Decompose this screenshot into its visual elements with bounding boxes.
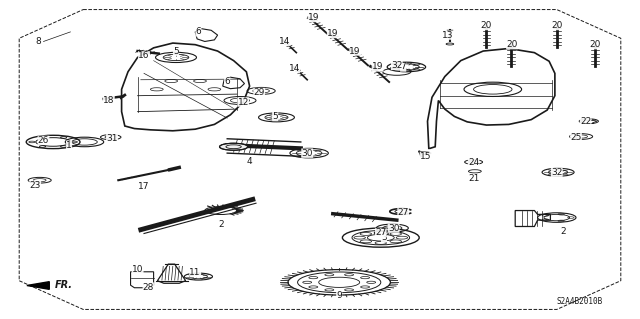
Text: 29: 29 — [253, 88, 265, 97]
Text: FR.: FR. — [54, 280, 72, 290]
Text: 14: 14 — [279, 37, 291, 46]
Text: 4: 4 — [247, 157, 252, 166]
Polygon shape — [27, 282, 49, 289]
Text: 22: 22 — [580, 117, 591, 126]
Text: 19: 19 — [349, 47, 361, 56]
Text: 5: 5 — [173, 47, 179, 56]
Text: 3: 3 — [381, 233, 387, 242]
Text: 17: 17 — [138, 182, 150, 191]
Text: 31: 31 — [106, 134, 118, 143]
Text: 5: 5 — [273, 112, 278, 121]
Text: 6: 6 — [196, 27, 201, 36]
Text: 26: 26 — [38, 136, 49, 145]
Text: 24: 24 — [468, 158, 479, 167]
Text: 32: 32 — [391, 61, 403, 70]
Text: 15: 15 — [420, 152, 431, 161]
Text: 16: 16 — [138, 51, 150, 60]
Text: 20: 20 — [589, 40, 601, 49]
Text: 30: 30 — [301, 149, 313, 158]
Text: 20: 20 — [506, 40, 518, 49]
Text: 8: 8 — [36, 37, 41, 46]
Text: 23: 23 — [29, 181, 41, 189]
Text: 18: 18 — [103, 96, 115, 105]
Ellipse shape — [220, 143, 248, 150]
Text: 21: 21 — [468, 174, 479, 183]
Text: 20: 20 — [551, 21, 563, 30]
Text: 14: 14 — [289, 64, 300, 73]
Text: 1: 1 — [67, 141, 72, 150]
Text: 20: 20 — [481, 21, 492, 30]
Text: S2A4B2010B: S2A4B2010B — [556, 297, 602, 306]
Text: 32: 32 — [551, 168, 563, 177]
Text: 2: 2 — [218, 220, 223, 229]
Text: 27: 27 — [397, 208, 409, 217]
Text: 27: 27 — [375, 228, 387, 237]
Text: 11: 11 — [189, 268, 201, 277]
Text: 19: 19 — [327, 29, 339, 38]
Text: 7: 7 — [401, 63, 406, 71]
Text: 13: 13 — [442, 31, 454, 40]
Text: 30: 30 — [388, 224, 399, 233]
Text: 9: 9 — [337, 291, 342, 300]
Text: 6: 6 — [225, 77, 230, 86]
Text: 2: 2 — [561, 227, 566, 236]
Text: 28: 28 — [143, 283, 154, 292]
Text: 25: 25 — [570, 133, 582, 142]
Text: 19: 19 — [372, 63, 383, 71]
Text: 19: 19 — [308, 13, 319, 22]
Text: 12: 12 — [237, 98, 249, 107]
Text: 10: 10 — [132, 265, 143, 274]
